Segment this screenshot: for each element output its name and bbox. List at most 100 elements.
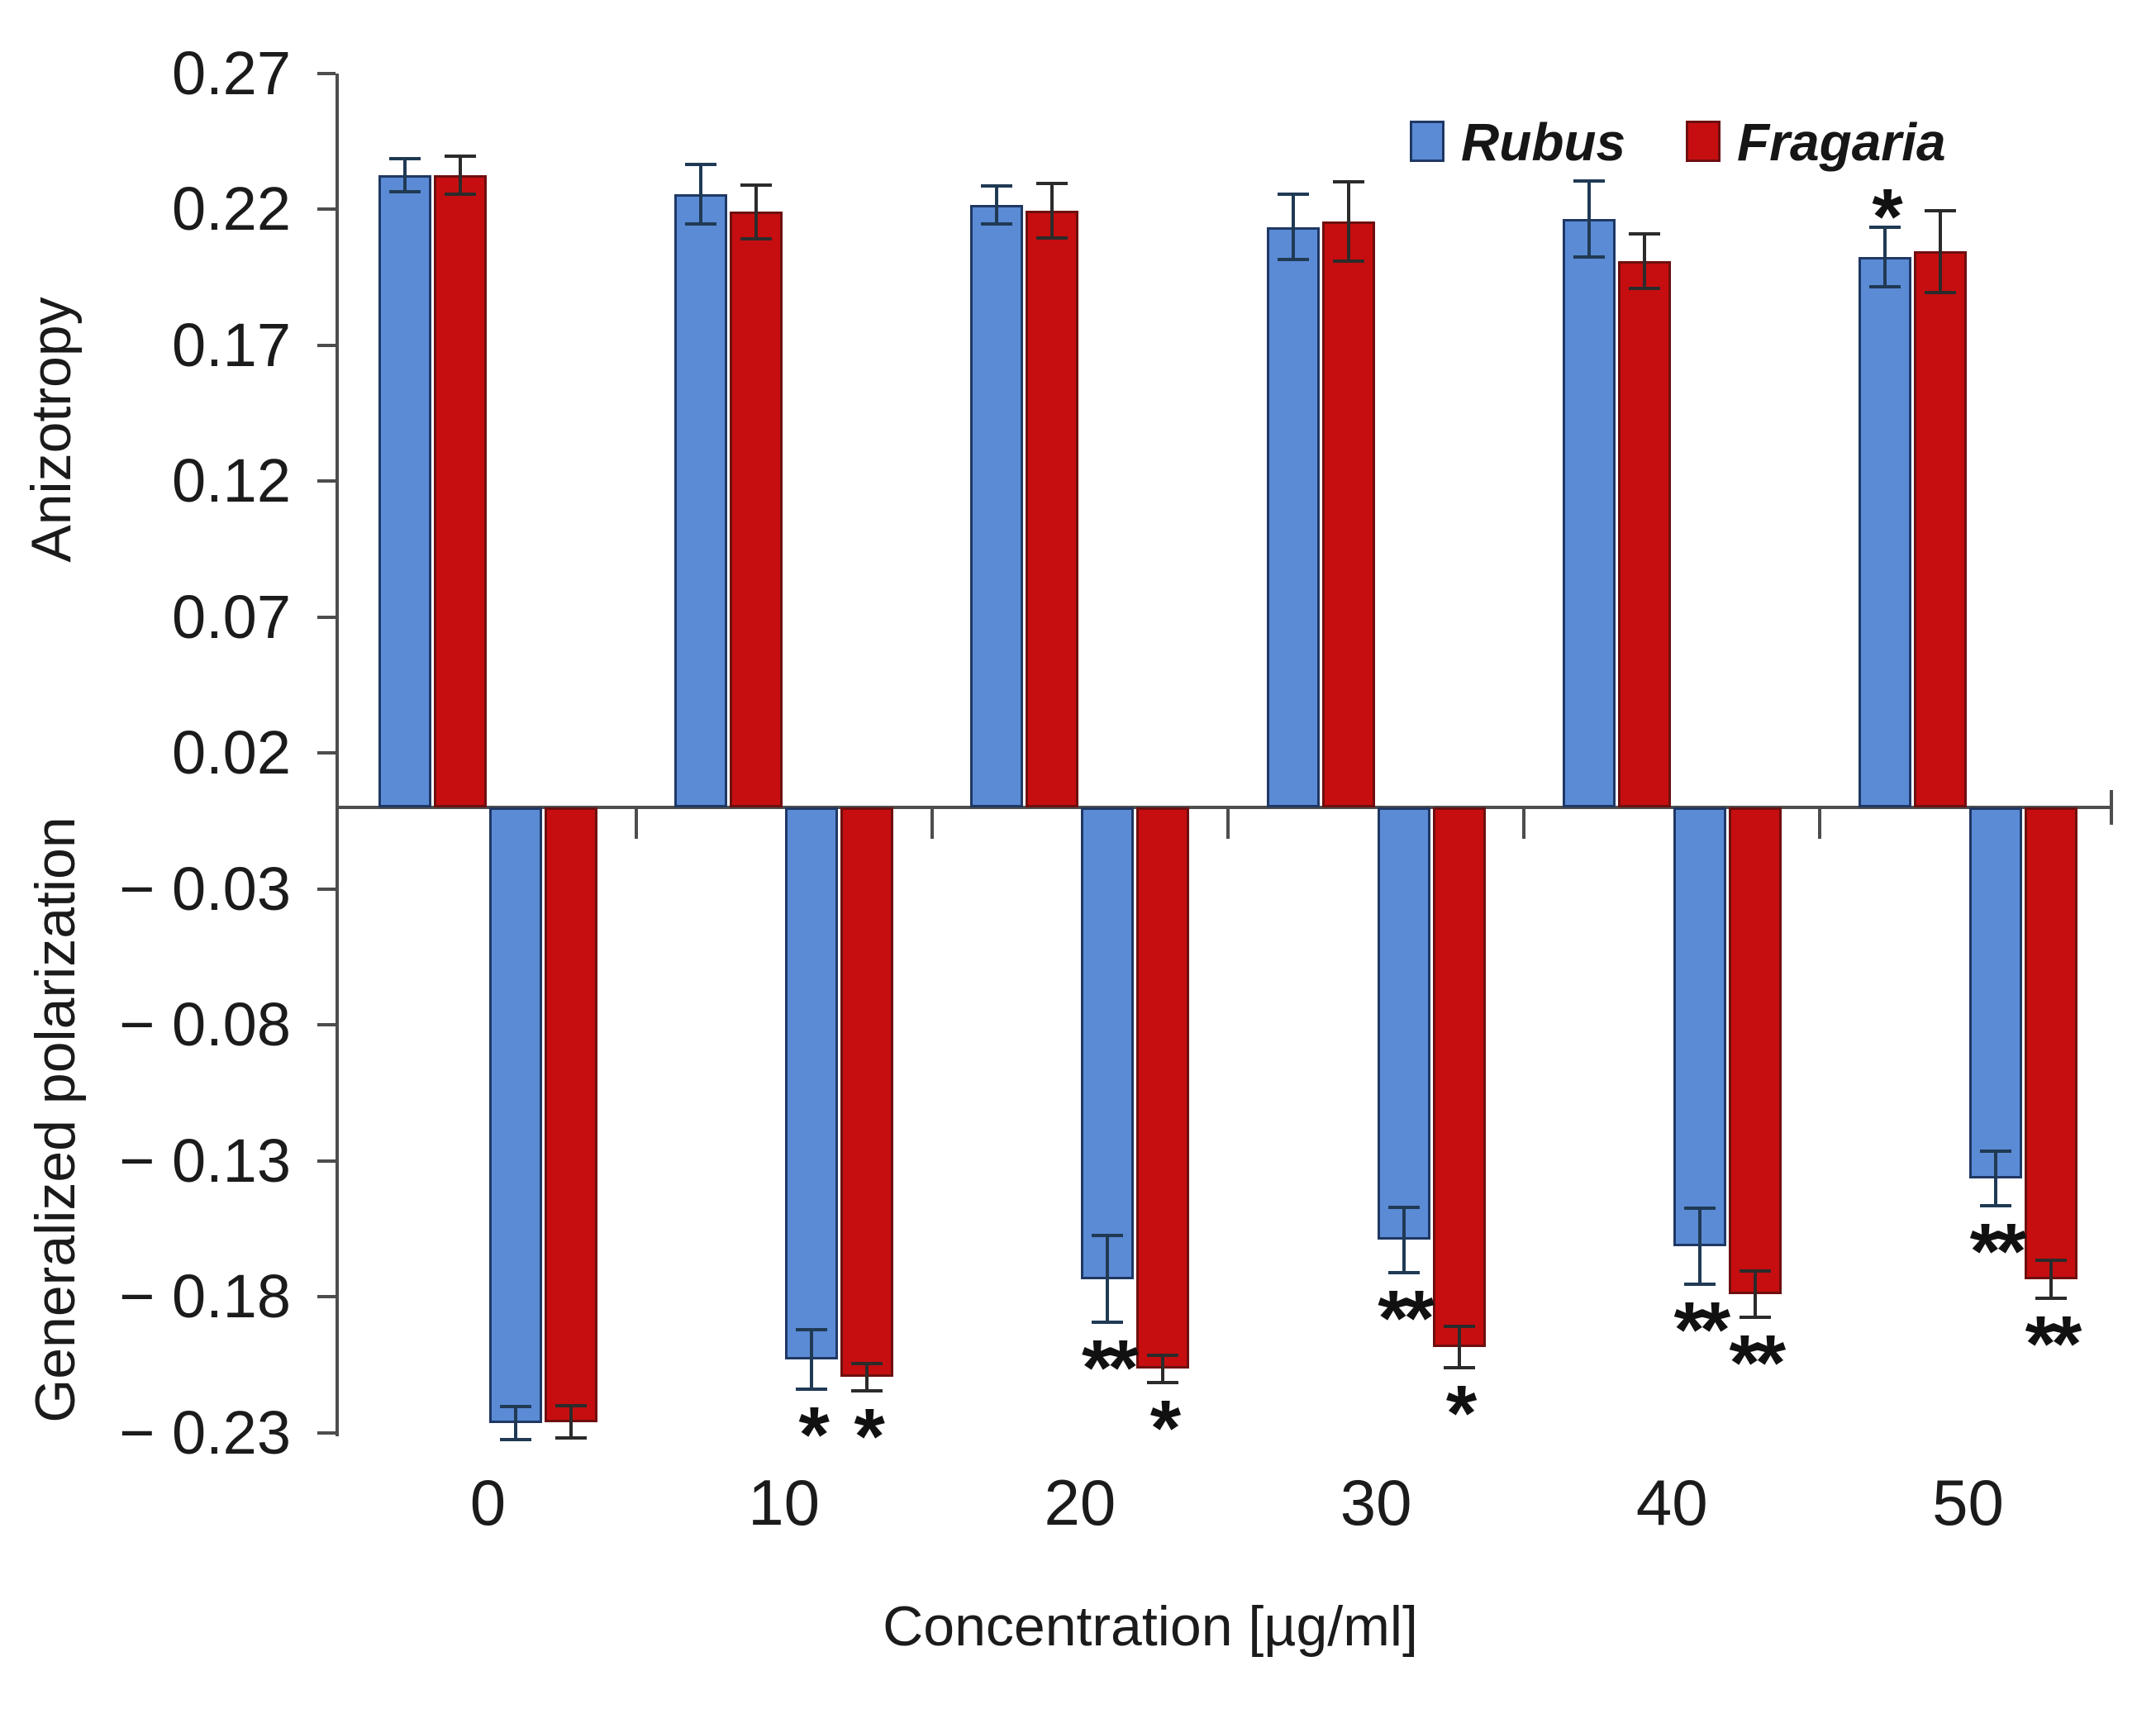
error-bar-cap <box>1036 236 1068 240</box>
error-bar-cap <box>1332 180 1364 184</box>
error-bar <box>1050 183 1054 238</box>
y-tick-label: 0.07 <box>171 582 291 651</box>
error-bar <box>1402 1207 1406 1273</box>
significance-marker: ** <box>1729 1318 1786 1407</box>
error-bar-cap <box>981 222 1013 226</box>
error-bar-cap <box>1739 1315 1771 1319</box>
x-tick <box>1226 809 1230 839</box>
error-bar <box>865 1363 869 1391</box>
error-bar-cap <box>1980 1203 2011 1207</box>
error-bar <box>1697 1208 1701 1285</box>
bar-rubus-generalized_polarization-40 <box>1673 807 1726 1247</box>
error-bar-cap <box>1628 231 1660 236</box>
bar-fragaria-generalized_polarization-20 <box>1136 807 1190 1369</box>
error-bar <box>995 186 999 225</box>
error-bar-cap <box>1869 225 1901 229</box>
x-tick <box>1818 809 1822 839</box>
error-bar-cap <box>1443 1365 1475 1369</box>
y-tick <box>317 1295 336 1299</box>
error-bar-cap <box>389 189 421 193</box>
bar-rubus-anisotropy-30 <box>1266 226 1320 807</box>
y-tick-label: − 0.18 <box>119 1262 291 1331</box>
error-bar <box>1642 233 1646 288</box>
error-bar-cap <box>1925 290 1956 294</box>
error-bar <box>1883 226 1887 287</box>
bar-rubus-generalized_polarization-50 <box>1969 807 2022 1179</box>
error-bar-cap <box>445 193 476 197</box>
y-tick-label: 0.22 <box>171 174 291 244</box>
significance-marker: * <box>1872 172 1902 261</box>
y-tick <box>317 1431 336 1435</box>
y-tick <box>317 1023 336 1027</box>
error-bar-cap <box>1036 181 1068 185</box>
significance-marker: * <box>798 1391 830 1480</box>
bar-fragaria-generalized_polarization-50 <box>2025 807 2077 1279</box>
y-tick <box>317 1159 336 1163</box>
error-bar-cap <box>1739 1269 1771 1273</box>
error-bar-cap <box>1092 1234 1124 1238</box>
error-bar <box>1753 1270 1757 1317</box>
error-bar-cap <box>685 222 717 226</box>
error-bar-cap <box>1980 1150 2011 1154</box>
error-bar-cap <box>1277 193 1309 197</box>
error-bar <box>1106 1235 1110 1323</box>
error-bar-cap <box>1092 1321 1124 1325</box>
x-tick <box>2110 790 2113 825</box>
x-axis-zero-line <box>336 806 2111 809</box>
error-bar-cap <box>1277 258 1309 262</box>
x-category-label: 30 <box>1340 1466 1412 1539</box>
error-bar-cap <box>1573 179 1605 183</box>
error-bar-cap <box>1147 1380 1179 1384</box>
bar-fragaria-anisotropy-0 <box>434 175 487 807</box>
bar-fragaria-generalized_polarization-0 <box>545 807 597 1422</box>
error-bar <box>459 156 462 195</box>
bar-fragaria-generalized_polarization-30 <box>1432 807 1486 1348</box>
x-category-label: 0 <box>469 1466 507 1539</box>
error-bar <box>2049 1259 2053 1298</box>
x-tick <box>1522 809 1526 839</box>
legend-label-fragaria: Fragaria <box>1737 112 1946 172</box>
error-bar <box>1587 180 1591 257</box>
bar-rubus-generalized_polarization-10 <box>785 807 839 1359</box>
error-bar-cap <box>389 157 421 161</box>
legend-item-rubus: Rubus <box>1410 116 1649 169</box>
error-bar <box>1346 182 1350 261</box>
bar-rubus-anisotropy-40 <box>1562 218 1616 807</box>
error-bar-cap <box>500 1437 531 1441</box>
error-bar-cap <box>1573 255 1605 259</box>
bar-fragaria-anisotropy-20 <box>1026 210 1079 807</box>
error-bar-cap <box>1387 1205 1420 1209</box>
error-bar-cap <box>445 155 476 159</box>
x-axis-title: Concentration [µg/ml] <box>883 1595 1418 1658</box>
error-bar-cap <box>851 1361 883 1365</box>
bar-rubus-generalized_polarization-30 <box>1377 807 1430 1240</box>
y-tick-label: 0.02 <box>171 718 291 788</box>
x-category-label: 50 <box>1932 1466 2004 1539</box>
significance-marker: ** <box>1378 1273 1435 1363</box>
bar-rubus-anisotropy-20 <box>970 205 1024 807</box>
significance-marker: ** <box>1082 1324 1139 1413</box>
y-tick-label: − 0.13 <box>119 1126 291 1195</box>
significance-marker: ** <box>2025 1299 2082 1388</box>
error-bar-cap <box>555 1403 587 1407</box>
error-bar-cap <box>1925 208 1956 212</box>
bar-fragaria-anisotropy-50 <box>1914 251 1967 807</box>
error-bar-cap <box>851 1388 883 1392</box>
bar-rubus-anisotropy-10 <box>674 194 728 807</box>
x-category-label: 20 <box>1044 1466 1116 1539</box>
error-bar-cap <box>740 183 773 187</box>
legend-swatch-rubus-icon <box>1410 121 1444 162</box>
error-bar <box>1994 1151 1997 1206</box>
error-bar <box>810 1329 814 1390</box>
x-tick <box>930 809 934 839</box>
error-bar-cap <box>1628 286 1660 290</box>
x-tick <box>634 809 638 839</box>
error-bar-cap <box>555 1436 587 1440</box>
legend-item-fragaria: Fragaria <box>1686 116 1958 169</box>
bar-fragaria-anisotropy-10 <box>730 212 783 807</box>
error-bar <box>754 184 759 240</box>
error-bar-cap <box>1683 1207 1716 1211</box>
y-tick-label: 0.17 <box>171 310 291 379</box>
y-tick-label: − 0.23 <box>119 1397 291 1467</box>
